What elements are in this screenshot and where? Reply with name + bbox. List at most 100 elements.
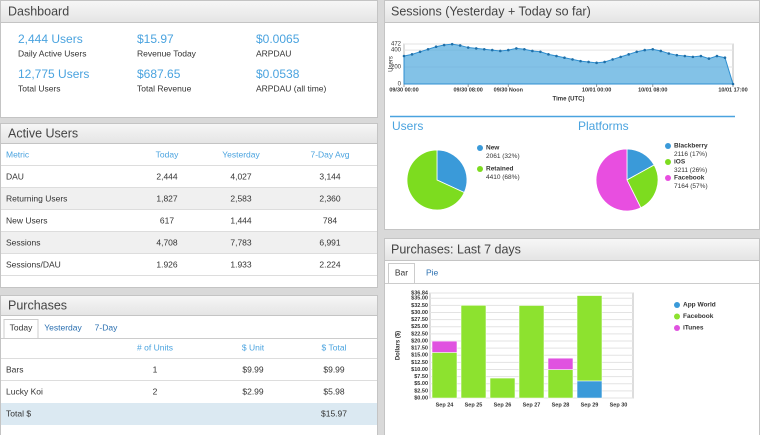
stat-value: 2,444 Users xyxy=(18,32,83,46)
point xyxy=(426,47,430,51)
point xyxy=(434,45,438,49)
point xyxy=(515,47,518,50)
tab: Bar xyxy=(395,267,408,277)
point xyxy=(715,54,719,58)
point xyxy=(587,60,590,64)
column-header: Metric xyxy=(6,149,30,159)
legend-value: 2061 (32%) xyxy=(486,153,520,160)
legend-name: Facebook xyxy=(674,175,705,182)
x-tick-label: 09/30 00:00 xyxy=(389,87,418,93)
table-cell: 2 xyxy=(153,386,158,396)
y-tick-label: $27.50 xyxy=(411,317,428,323)
table-cell: New Users xyxy=(6,215,48,225)
y-tick-label: 0 xyxy=(398,82,402,88)
bar-segment xyxy=(431,352,458,399)
y-tick-label: 472 xyxy=(391,42,402,48)
table-row xyxy=(1,254,377,276)
table-row xyxy=(1,210,377,232)
table-cell: 1,444 xyxy=(230,215,252,225)
point xyxy=(466,46,470,49)
total-label: Total $ xyxy=(6,408,31,418)
pie-slice xyxy=(595,148,642,212)
column-header: $ Total xyxy=(322,342,347,352)
x-tick-label: 10/01 17:00 xyxy=(718,87,747,93)
y-tick-label: $22.50 xyxy=(411,331,428,337)
point xyxy=(611,58,614,61)
x-tick-label: 09/30 Noon xyxy=(494,87,524,93)
stat-label: Total Revenue xyxy=(137,83,192,93)
x-tick-label: Sep 30 xyxy=(610,402,628,408)
table-cell: Sessions/DAU xyxy=(6,259,61,269)
legend-dot xyxy=(674,325,680,331)
panel-header xyxy=(0,123,378,144)
point xyxy=(691,55,695,59)
y-tick-label: $0.00 xyxy=(414,395,428,401)
table-cell: 2.224 xyxy=(319,259,341,269)
point xyxy=(482,47,486,51)
legend-dot xyxy=(674,302,680,308)
point xyxy=(507,48,510,52)
y-tick-label: 200 xyxy=(391,65,402,71)
point xyxy=(563,56,566,60)
y-tick-label: $25.00 xyxy=(411,324,428,330)
column-header: 7-Day Avg xyxy=(310,149,349,159)
table-cell: 1,827 xyxy=(156,193,178,203)
x-tick-label: Sep 24 xyxy=(436,402,455,408)
point xyxy=(723,56,727,60)
stat-label: Revenue Today xyxy=(137,48,197,58)
legend-value: 7164 (57%) xyxy=(674,183,708,190)
legend-dot xyxy=(665,159,671,165)
legend-dot xyxy=(477,166,483,172)
point xyxy=(498,49,502,53)
tab-active[interactable] xyxy=(388,263,415,284)
legend-dot xyxy=(674,313,680,320)
table-row xyxy=(1,232,377,254)
legend-name: iOS xyxy=(674,159,686,166)
x-tick-label: Sep 25 xyxy=(465,402,483,408)
y-tick-label: $10.00 xyxy=(411,367,428,373)
legend-name: App World xyxy=(683,302,716,309)
point xyxy=(699,54,703,58)
y-axis-label: Dollars ($) xyxy=(396,331,402,360)
panel-title: Sessions (Yesterday + Today so far) xyxy=(391,4,591,18)
table-cell: 784 xyxy=(323,215,337,225)
point xyxy=(531,49,534,53)
table-cell: $9.99 xyxy=(242,364,264,374)
stat-value: $0.0538 xyxy=(256,67,300,81)
panel-header xyxy=(0,0,378,23)
stat-value: $0.0065 xyxy=(256,32,300,46)
pie-slice xyxy=(626,164,659,209)
table-cell: DAU xyxy=(6,171,24,181)
table-cell: 4,708 xyxy=(156,237,178,247)
table-cell: 2,583 xyxy=(230,193,252,203)
table-cell: 1.933 xyxy=(230,259,252,269)
section-title: Platforms xyxy=(578,119,629,133)
point xyxy=(595,61,598,65)
table-row xyxy=(1,166,377,188)
y-tick-label: 400 xyxy=(391,48,402,54)
panel-header xyxy=(0,295,378,316)
bar-segment xyxy=(460,305,487,399)
column-header: Today xyxy=(156,149,179,159)
column-header: $ Unit xyxy=(242,342,265,352)
point xyxy=(523,47,526,51)
tab: Pie xyxy=(426,267,439,277)
point xyxy=(539,50,542,54)
point xyxy=(450,42,454,46)
point xyxy=(731,82,735,86)
table-cell: $5.98 xyxy=(323,386,345,396)
table-cell: 4,027 xyxy=(230,171,252,181)
point xyxy=(418,50,422,54)
legend-dot xyxy=(665,175,671,181)
legend-name: Retained xyxy=(486,166,513,173)
bar-segment xyxy=(576,295,603,382)
legend-value: 4410 (68%) xyxy=(486,174,520,181)
panel-title: Active Users xyxy=(8,126,78,140)
tab-active[interactable] xyxy=(3,319,39,339)
table-cell: 617 xyxy=(160,215,174,225)
table-cell: 3,144 xyxy=(319,171,341,181)
y-tick-label: $15.00 xyxy=(411,353,428,359)
tab: 7-Day xyxy=(95,322,118,332)
table-cell: 1.926 xyxy=(156,259,178,269)
